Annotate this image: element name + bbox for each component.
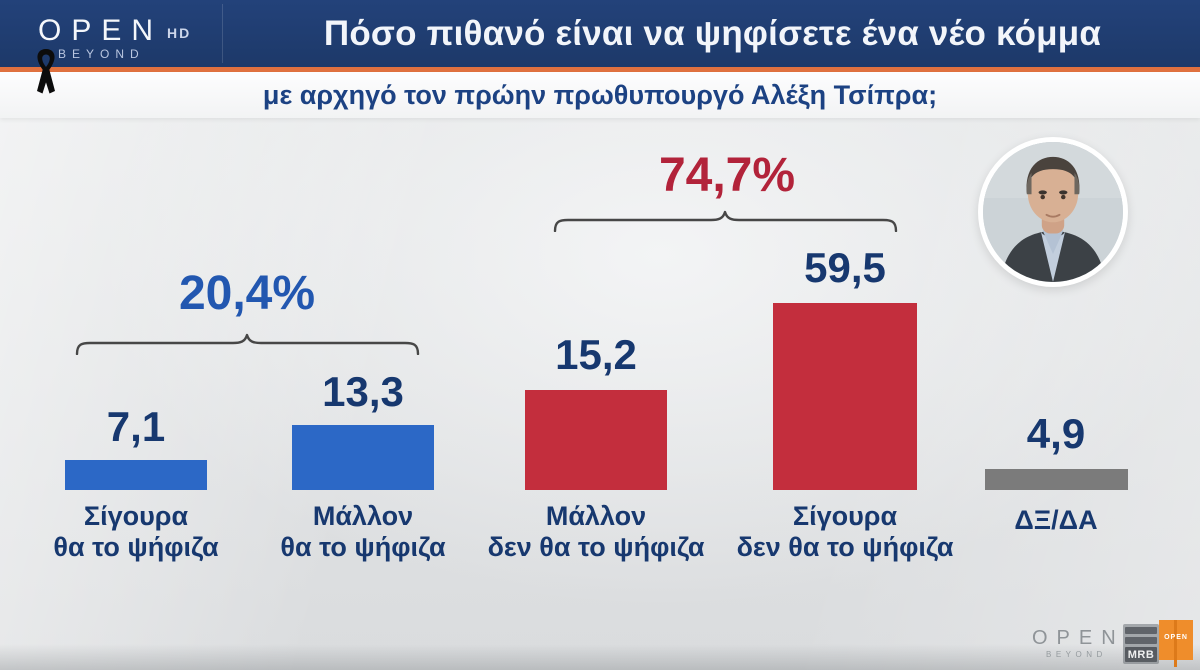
footer-open-text: OPEN [1032, 627, 1125, 649]
bar-4 [773, 303, 917, 490]
open-logo-text: OPEN [38, 14, 164, 47]
bottom-shade [0, 644, 1200, 670]
bar-value: 59,5 [804, 244, 886, 291]
brace-would-not-vote [553, 210, 898, 232]
open-hd-logo: OPEN HD BEYOND [38, 14, 192, 62]
mrb-logo-text: MRB [1125, 647, 1157, 662]
page-subtitle: με αρχηγό τον πρώην πρωθυπουργό Αλέξη Τσ… [262, 79, 938, 110]
mourning-ribbon-icon [37, 49, 55, 94]
footer-beyond-text: BEYOND [1032, 650, 1125, 659]
total-would-vote: 20,4% [178, 267, 316, 320]
subtitle-band: με αρχηγό τον πρώην πρωθυπουργό Αλέξη Τσ… [0, 72, 1200, 118]
bar-value: 7,1 [106, 403, 166, 450]
bar-5 [985, 469, 1128, 490]
page-title: Πόσο πιθανό είναι να ψηφίσετε ένα νέο κό… [323, 13, 1102, 53]
bar-category: Σίγουρα δεν θα το ψήφιζα [736, 501, 954, 562]
beyond-logo-text: BEYOND [58, 47, 145, 61]
bar-3 [525, 390, 667, 490]
hd-badge: HD [167, 25, 192, 41]
bar-1 [65, 460, 207, 490]
bar-category: Σίγουρα θα το ψήφιζα [53, 501, 219, 562]
bar-category: Μάλλον θα το ψήφιζα [280, 501, 446, 562]
bar-value: 15,2 [555, 331, 637, 378]
mrb-logo: MRB [1123, 624, 1159, 664]
header-bar: OPEN HD BEYOND Πόσο πιθανό είναι να ψηφί… [0, 0, 1200, 72]
total-would-not-vote: 74,7% [658, 149, 796, 202]
bar-2 [292, 425, 434, 490]
bar-value: 13,3 [322, 368, 404, 415]
bar-category: Μάλλον δεν θα το ψήφιζα [487, 501, 705, 562]
bar-value: 4,9 [1026, 410, 1086, 457]
bar-category: ΔΞ/ΔΑ [1014, 505, 1098, 535]
portrait-illustration [983, 142, 1123, 282]
tsipras-photo [978, 137, 1128, 287]
brace-would-vote [75, 333, 420, 355]
footer-open-logo: OPEN BEYOND [1032, 628, 1125, 659]
open-corner-tab: OPEN [1159, 620, 1193, 667]
corner-tab-text: OPEN [1164, 634, 1188, 641]
